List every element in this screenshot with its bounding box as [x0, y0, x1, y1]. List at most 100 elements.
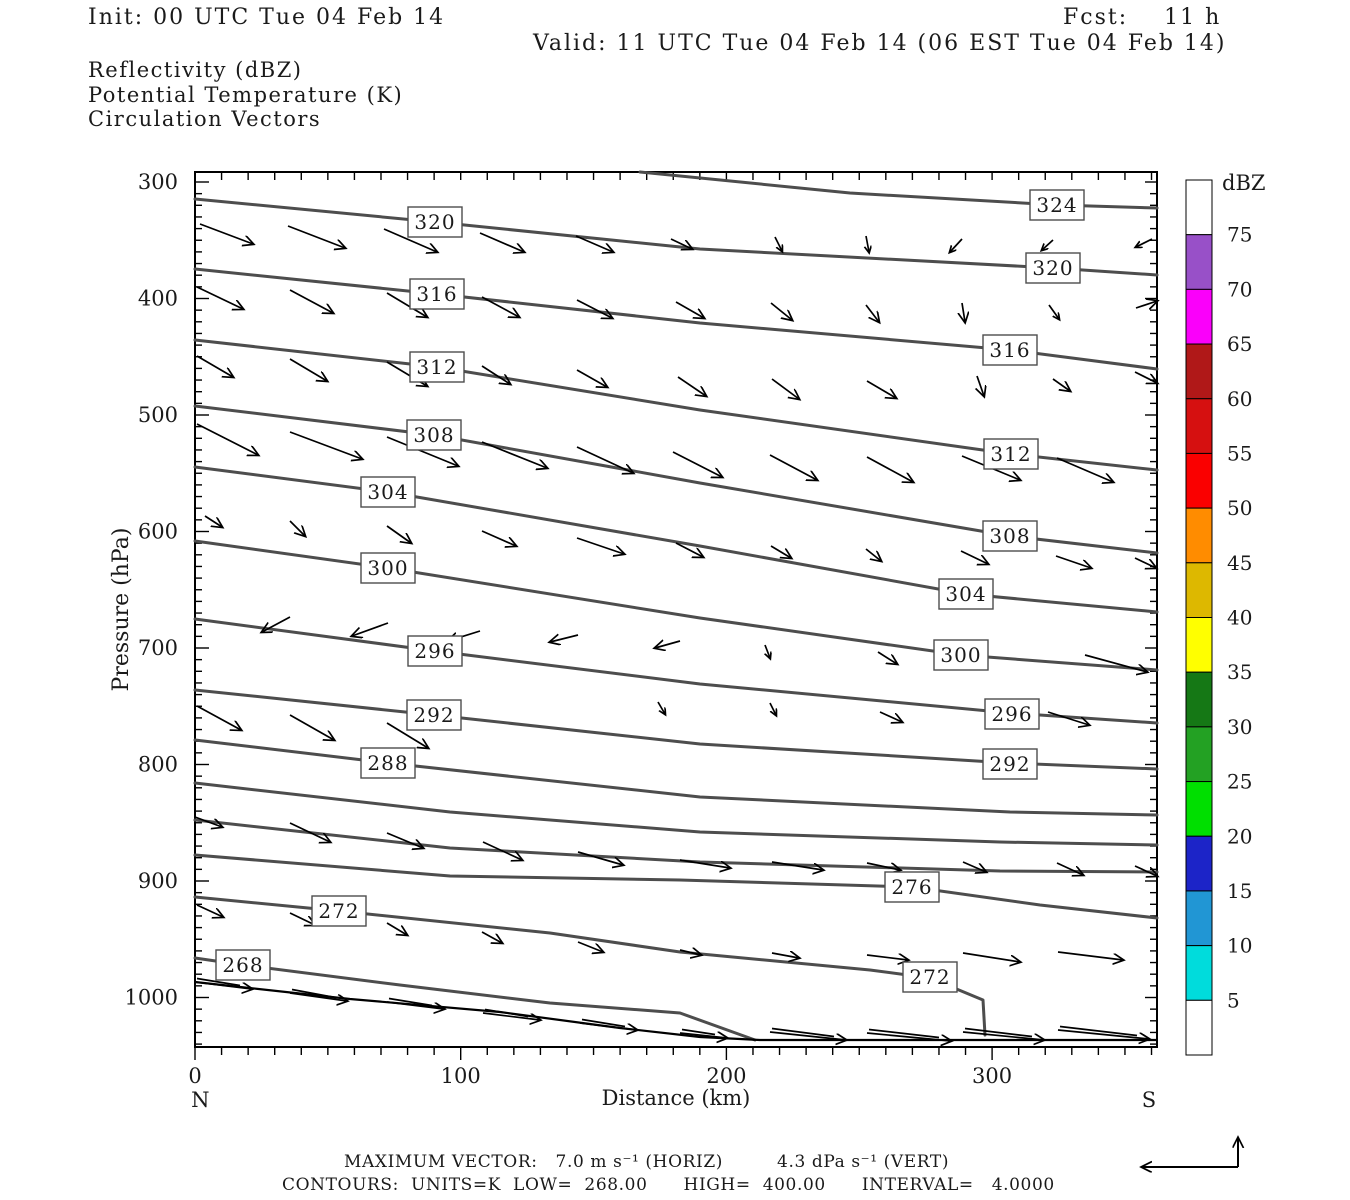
- plotted-fields-list: Reflectivity (dBZ) Potential Temperature…: [88, 58, 403, 132]
- vector-arrow: [386, 922, 407, 935]
- vector-arrow: [774, 236, 782, 251]
- contour-label-text: 312: [416, 355, 457, 379]
- vector-arrow: [352, 622, 389, 636]
- colorbar-tick-label: 65: [1227, 332, 1252, 356]
- y-tick-label: 1000: [125, 986, 178, 1010]
- x-tick-label: 200: [706, 1064, 746, 1088]
- vector-arrow: [1135, 301, 1157, 308]
- colorbar-tick-label: 70: [1227, 277, 1252, 301]
- vector-arrow: [865, 548, 881, 561]
- contour-label-box: [1025, 252, 1081, 284]
- colorbar-segment: [1185, 562, 1213, 618]
- reference-vector: [1142, 1138, 1238, 1167]
- contour-label-box: [311, 895, 367, 927]
- contour-label-text: 292: [989, 752, 1030, 776]
- contour-label-text: 272: [318, 899, 359, 923]
- vector-arrow: [289, 520, 305, 536]
- vector-arrow: [1134, 557, 1156, 568]
- vector-arrow: [771, 953, 799, 958]
- colorbar-tick-label: 25: [1227, 770, 1252, 794]
- x-tick-label: 300: [972, 1064, 1012, 1088]
- vector-arrow: [1057, 1029, 1149, 1039]
- y-tick-label: 600: [138, 520, 178, 544]
- contour-label-box: [933, 639, 989, 671]
- max-vector-caption: MAXIMUM VECTOR: 7.0 m s⁻¹ (HORIZ) 4.3 dP…: [344, 1152, 950, 1172]
- theta-contour-316: [193, 267, 1159, 371]
- theta-contour-288: [193, 738, 1159, 817]
- contour-label-text: 300: [940, 643, 981, 667]
- vector-arrow: [289, 358, 327, 381]
- colorbar-segment: [1185, 288, 1213, 345]
- vector-arrow: [386, 1001, 444, 1009]
- vector-arrow: [1056, 862, 1083, 875]
- contour-label-text: 304: [945, 582, 986, 606]
- vector-arrow: [386, 832, 423, 848]
- field-potential-temperature: Potential Temperature (K): [88, 82, 404, 107]
- vector-arrow: [1084, 654, 1147, 672]
- colorbar-segment: [1185, 945, 1213, 1001]
- colorbar-segment: [1185, 398, 1213, 454]
- vector-arrow: [196, 286, 243, 309]
- vector-arrow: [769, 702, 776, 715]
- colorbar-title: dBZ: [1222, 171, 1265, 195]
- y-axis-title: Pressure (hPa): [109, 528, 134, 692]
- contour-label-text: 296: [414, 639, 455, 663]
- vector-arrow: [1055, 555, 1091, 568]
- theta-contour-292: [193, 688, 1159, 771]
- vector-arrow: [289, 289, 333, 313]
- vector-arrow: [865, 304, 879, 322]
- vector-arrow-shaft: [868, 1028, 940, 1039]
- vector-arrow: [670, 238, 692, 249]
- vector-arrow: [262, 616, 291, 632]
- vector-arrow: [962, 952, 1020, 962]
- field-reflectivity: Reflectivity (dBZ): [88, 58, 303, 82]
- vector-arrow: [657, 701, 665, 714]
- vector-arrow: [482, 1012, 540, 1020]
- vector-arrow: [770, 302, 792, 320]
- colorbar-tick-label: 20: [1227, 824, 1252, 848]
- vector-arrow: [481, 296, 519, 317]
- colorbar-tick-label: 10: [1227, 934, 1252, 958]
- contour-label-box: [984, 698, 1040, 730]
- vector-arrow: [769, 1031, 846, 1040]
- vector-arrow: [960, 550, 988, 564]
- vector-arrow: [1047, 711, 1089, 725]
- vector-arrow: [289, 992, 347, 1001]
- terrain-line: [194, 980, 1157, 1042]
- vector-arrow: [386, 292, 427, 317]
- vector-arrow: [769, 454, 817, 480]
- vector-arrow: [1052, 378, 1070, 391]
- contour-label-text: 308: [989, 524, 1030, 548]
- contour-label-box: [1029, 189, 1085, 221]
- vector-arrow: [675, 301, 704, 318]
- contour-label-text: 320: [414, 210, 455, 234]
- y-tick-label: 800: [138, 753, 178, 777]
- vector-arrow: [199, 223, 253, 244]
- y-tick-label: 900: [138, 869, 178, 893]
- vector-arrow: [771, 861, 823, 870]
- field-circulation-vectors: Circulation Vectors: [88, 107, 322, 131]
- colorbar-segment: [1185, 179, 1213, 236]
- contour-label-text: 308: [413, 423, 454, 447]
- contour-label-box: [406, 419, 462, 451]
- colorbar-tick-label: 40: [1227, 606, 1252, 630]
- vector-arrow: [655, 641, 681, 648]
- vector-arrow: [289, 431, 362, 459]
- theta-contour-280: [193, 818, 1159, 874]
- vector-arrow: [194, 816, 222, 827]
- vector-arrow: [289, 822, 330, 842]
- y-tick-label: 400: [138, 287, 178, 311]
- vector-arrow: [866, 456, 913, 482]
- contour-label-box: [982, 748, 1038, 780]
- theta-contour-308: [193, 404, 1159, 555]
- contour-label-text: 324: [1036, 193, 1077, 217]
- vector-arrow: [287, 225, 345, 248]
- colorbar-segment: [1185, 890, 1213, 947]
- contour-label-text: 300: [367, 556, 408, 580]
- theta-contour-304: [193, 465, 1159, 614]
- contour-label-text: 316: [989, 338, 1030, 362]
- vector-arrow: [771, 378, 799, 399]
- vector-arrow-shaft: [1059, 1025, 1138, 1037]
- vector-arrow: [577, 851, 623, 865]
